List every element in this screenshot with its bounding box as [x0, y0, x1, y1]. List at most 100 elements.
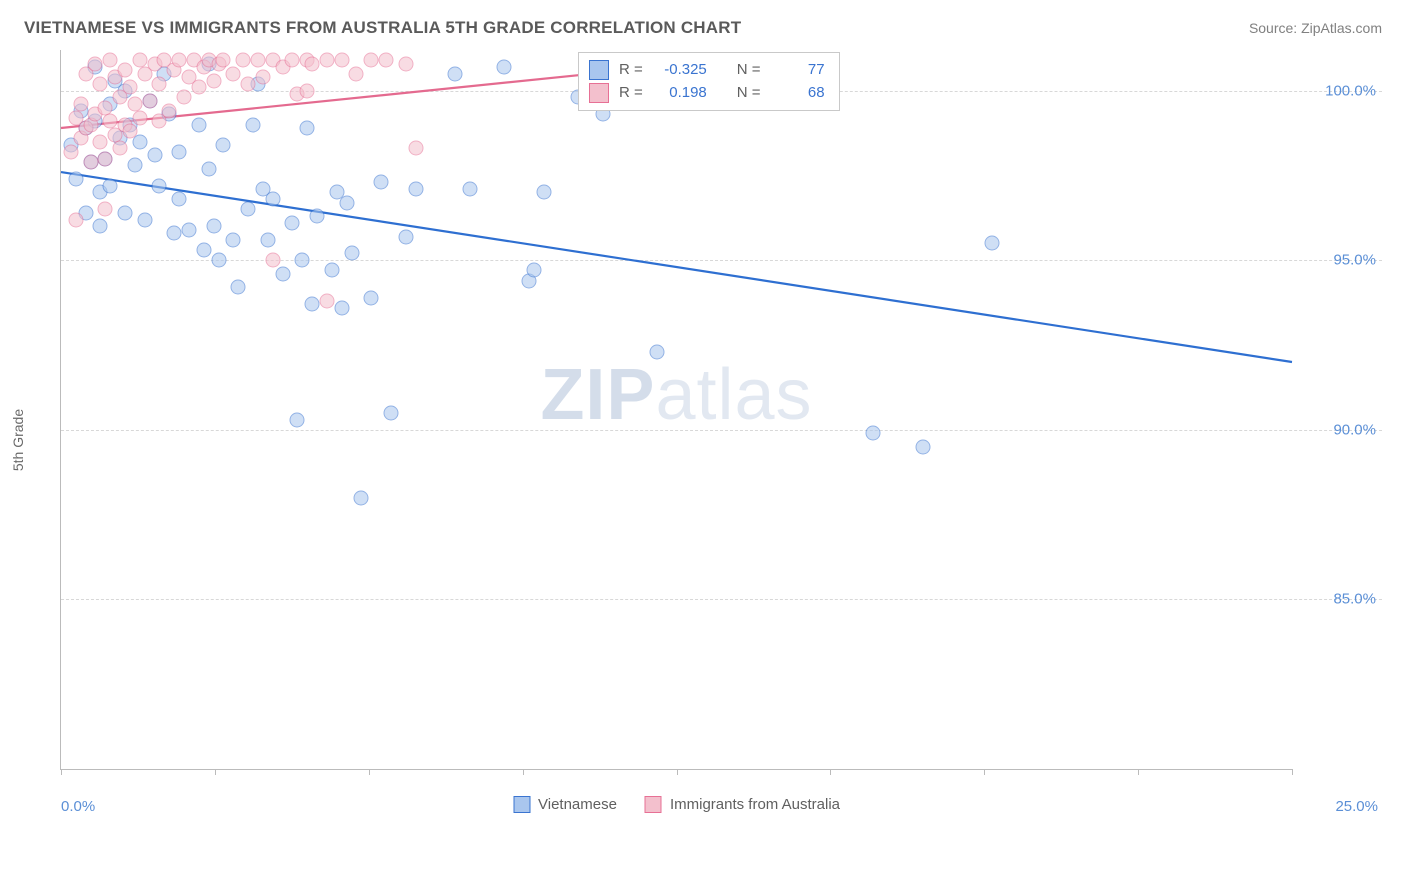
y-axis-label: 5th Grade	[10, 409, 26, 471]
scatter-point	[98, 151, 113, 166]
x-tick	[1138, 769, 1139, 775]
scatter-point	[526, 263, 541, 278]
scatter-point	[275, 266, 290, 281]
scatter-point	[93, 134, 108, 149]
scatter-point	[497, 59, 512, 74]
legend: Vietnamese Immigrants from Australia	[513, 796, 840, 813]
scatter-point	[250, 53, 265, 68]
scatter-point	[310, 209, 325, 224]
scatter-point	[236, 53, 251, 68]
scatter-point	[915, 439, 930, 454]
r-value: -0.325	[653, 59, 707, 82]
r-value: 0.198	[653, 82, 707, 105]
scatter-point	[172, 144, 187, 159]
x-tick	[61, 769, 62, 775]
y-tick-label: 90.0%	[1333, 421, 1376, 438]
scatter-point	[354, 490, 369, 505]
scatter-point	[98, 202, 113, 217]
scatter-point	[122, 80, 137, 95]
scatter-point	[132, 110, 147, 125]
x-tick	[677, 769, 678, 775]
scatter-point	[241, 202, 256, 217]
scatter-point	[122, 124, 137, 139]
n-value: 68	[771, 82, 825, 105]
y-tick-label: 95.0%	[1333, 252, 1376, 269]
scatter-point	[152, 178, 167, 193]
legend-label: Vietnamese	[538, 796, 617, 813]
scatter-point	[285, 53, 300, 68]
source-link[interactable]: ZipAtlas.com	[1301, 20, 1382, 36]
scatter-point	[118, 63, 133, 78]
x-tick	[1292, 769, 1293, 775]
scatter-point	[103, 53, 118, 68]
scatter-point	[211, 253, 226, 268]
scatter-point	[201, 161, 216, 176]
n-label: N =	[737, 59, 761, 82]
scatter-point	[462, 182, 477, 197]
legend-item: Vietnamese	[513, 796, 617, 813]
y-tick-label: 85.0%	[1333, 591, 1376, 608]
scatter-point	[172, 53, 187, 68]
x-tick	[830, 769, 831, 775]
scatter-point	[408, 182, 423, 197]
scatter-point	[246, 117, 261, 132]
scatter-point	[93, 219, 108, 234]
scatter-point	[113, 141, 128, 156]
plot-area: ZIPatlas 85.0%90.0%95.0%100.0%0.0%25.0%R…	[60, 50, 1292, 770]
stats-swatch	[589, 83, 609, 103]
scatter-point	[300, 83, 315, 98]
scatter-point	[260, 232, 275, 247]
scatter-point	[408, 141, 423, 156]
scatter-point	[177, 90, 192, 105]
scatter-point	[334, 300, 349, 315]
scatter-point	[152, 76, 167, 91]
scatter-point	[305, 297, 320, 312]
scatter-point	[206, 73, 221, 88]
scatter-point	[68, 212, 83, 227]
stats-row: R =-0.325N =77	[589, 59, 825, 82]
scatter-point	[324, 263, 339, 278]
scatter-point	[196, 243, 211, 258]
scatter-point	[265, 253, 280, 268]
scatter-point	[383, 405, 398, 420]
scatter-point	[93, 76, 108, 91]
legend-swatch	[645, 796, 662, 813]
stats-swatch	[589, 60, 609, 80]
scatter-point	[334, 53, 349, 68]
scatter-point	[103, 178, 118, 193]
scatter-point	[191, 80, 206, 95]
scatter-point	[364, 290, 379, 305]
scatter-point	[866, 426, 881, 441]
scatter-point	[649, 344, 664, 359]
scatter-point	[162, 104, 177, 119]
scatter-point	[73, 97, 88, 112]
stats-row: R =0.198N =68	[589, 82, 825, 105]
scatter-point	[398, 229, 413, 244]
scatter-point	[378, 53, 393, 68]
scatter-point	[349, 66, 364, 81]
chart-header: VIETNAMESE VS IMMIGRANTS FROM AUSTRALIA …	[0, 0, 1406, 50]
legend-item: Immigrants from Australia	[645, 796, 840, 813]
scatter-point	[83, 154, 98, 169]
x-min-label: 0.0%	[61, 798, 95, 815]
trend-lines	[61, 50, 1292, 769]
legend-label: Immigrants from Australia	[670, 796, 840, 813]
legend-swatch	[513, 796, 530, 813]
x-tick	[984, 769, 985, 775]
scatter-point	[118, 205, 133, 220]
scatter-point	[319, 53, 334, 68]
y-tick-label: 100.0%	[1325, 82, 1376, 99]
scatter-point	[305, 56, 320, 71]
x-max-label: 25.0%	[1335, 798, 1378, 815]
n-value: 77	[771, 59, 825, 82]
trend-line	[61, 172, 1292, 362]
scatter-point	[216, 53, 231, 68]
scatter-point	[88, 56, 103, 71]
scatter-point	[127, 158, 142, 173]
scatter-point	[374, 175, 389, 190]
scatter-point	[265, 192, 280, 207]
source-label: Source:	[1249, 20, 1297, 36]
scatter-point	[137, 212, 152, 227]
scatter-point	[191, 117, 206, 132]
x-tick	[215, 769, 216, 775]
